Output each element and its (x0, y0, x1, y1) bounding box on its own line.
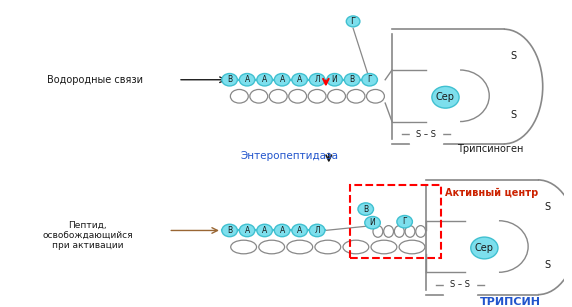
Text: Г: Г (402, 217, 407, 226)
Ellipse shape (358, 203, 374, 215)
Text: Водородные связи: Водородные связи (47, 75, 144, 85)
Text: А: А (297, 226, 302, 235)
Text: Л: Л (314, 75, 320, 84)
Ellipse shape (365, 216, 380, 229)
Text: S – S: S – S (416, 130, 436, 139)
Text: В: В (349, 75, 355, 84)
Ellipse shape (471, 237, 498, 259)
Text: И: И (370, 218, 375, 227)
Text: Сер: Сер (436, 92, 455, 102)
Ellipse shape (239, 73, 255, 86)
Bar (350, 185, 440, 258)
Ellipse shape (239, 224, 255, 237)
Text: А: А (297, 75, 302, 84)
Text: А: А (280, 226, 285, 235)
Ellipse shape (397, 216, 412, 228)
Text: S: S (545, 260, 551, 270)
Text: S: S (510, 110, 517, 120)
Ellipse shape (344, 73, 360, 86)
Text: S – S: S – S (450, 280, 470, 290)
Ellipse shape (346, 16, 360, 27)
Text: А: А (244, 226, 250, 235)
Text: В: В (227, 75, 232, 84)
Text: Л: Л (314, 226, 320, 235)
Text: А: А (262, 226, 267, 235)
Text: А: А (244, 75, 250, 84)
Ellipse shape (292, 73, 307, 86)
Text: Трипсиноген: Трипсиноген (457, 144, 523, 154)
Ellipse shape (275, 73, 290, 86)
Text: И: И (332, 75, 337, 84)
Ellipse shape (222, 73, 237, 86)
Ellipse shape (309, 73, 325, 86)
Ellipse shape (257, 73, 272, 86)
Text: ТРИПСИН: ТРИПСИН (480, 297, 541, 307)
Text: А: А (280, 75, 285, 84)
Ellipse shape (327, 73, 343, 86)
Text: Г: Г (351, 17, 356, 26)
Ellipse shape (362, 73, 378, 86)
Ellipse shape (222, 224, 237, 237)
Text: В: В (227, 226, 232, 235)
Ellipse shape (292, 224, 307, 237)
Text: А: А (262, 75, 267, 84)
Text: Активный центр: Активный центр (446, 188, 539, 198)
Text: Энтеропептидаза: Энтеропептидаза (241, 151, 339, 161)
Text: S: S (545, 202, 551, 212)
Ellipse shape (309, 224, 325, 237)
Ellipse shape (257, 224, 272, 237)
Text: В: В (363, 204, 368, 214)
Text: Сер: Сер (475, 243, 494, 253)
Text: Пептид,
освобождающийся
при активации: Пептид, освобождающийся при активации (42, 220, 133, 250)
Text: S: S (510, 51, 517, 61)
Text: Г: Г (367, 75, 372, 84)
Ellipse shape (432, 86, 459, 108)
Ellipse shape (275, 224, 290, 237)
